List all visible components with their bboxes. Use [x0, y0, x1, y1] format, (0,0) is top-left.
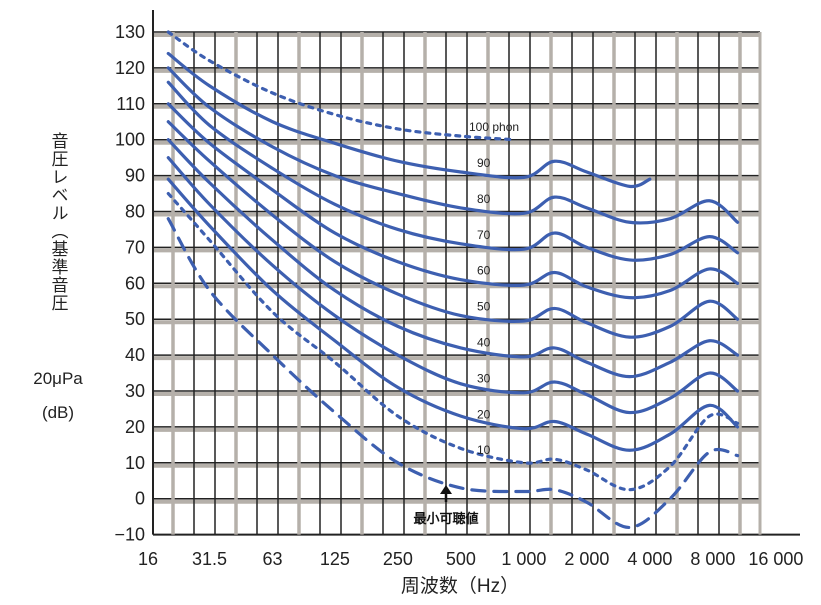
curve-30	[166, 156, 740, 415]
x-tick-label: 63	[263, 549, 283, 569]
y-tick-label: 60	[125, 273, 145, 293]
x-tick-label: 4 000	[627, 549, 672, 569]
y-tick-label: −10	[114, 525, 145, 545]
y-tick-label: 20	[125, 417, 145, 437]
curve-50	[166, 120, 740, 339]
curves	[166, 30, 740, 530]
arrow-up-icon	[440, 485, 452, 494]
curve-label: 80	[477, 192, 491, 206]
curve-threshold	[166, 217, 740, 530]
y-tick-label: 110	[116, 94, 145, 114]
y-tick-label: 120	[115, 58, 145, 78]
y-tick-label: 80	[125, 202, 145, 222]
y-tick-label: 50	[125, 309, 145, 329]
x-tick-label: 16	[138, 549, 158, 569]
y-tick-label: 40	[125, 345, 145, 365]
x-tick-label: 16 000	[748, 549, 803, 569]
grid	[152, 10, 800, 536]
y-tick-label: 10	[125, 453, 145, 473]
curve-20	[166, 177, 740, 452]
curve-80	[166, 66, 740, 225]
y-tick-label: 70	[125, 237, 145, 257]
curve-labels: 100 phon 90 80 70 60 50 40 30 20 10	[469, 120, 519, 457]
curve-label: 40	[477, 336, 491, 350]
y-axis-label-db: (dB)	[42, 403, 74, 422]
curve-label: 70	[477, 228, 491, 242]
curve-10	[166, 191, 740, 492]
curve-label: 30	[477, 371, 491, 385]
curve-40	[166, 138, 740, 379]
curve-label: 90	[477, 156, 491, 170]
x-tick-label: 125	[320, 549, 350, 569]
y-tick-label: 100	[115, 130, 145, 150]
curve-label: 60	[477, 264, 491, 278]
y-axis-label-unit: 20μPa	[33, 369, 83, 388]
curve-60	[166, 102, 740, 300]
y-tick-label: 90	[125, 166, 145, 186]
curve-label: 100 phon	[469, 120, 519, 134]
x-tick-label: 31.5	[192, 549, 227, 569]
curve-label: 50	[477, 300, 491, 314]
x-tick-label: 8 000	[690, 549, 735, 569]
threshold-annotation: 最小可聴値	[413, 485, 479, 526]
x-tick-label: 1 000	[501, 549, 546, 569]
curve-100-phon	[166, 30, 516, 142]
x-axis-label: 周波数（Hz）	[401, 575, 519, 597]
y-tick-label: 0	[135, 489, 145, 509]
curve-label: 10	[477, 443, 491, 457]
annotation-label: 最小可聴値	[413, 511, 478, 526]
y-tick-label: 130	[115, 22, 145, 42]
y-axis-label-vertical: 音圧レベル（基準音圧	[49, 132, 69, 312]
y-tick-label: 30	[125, 381, 145, 401]
curve-90	[166, 51, 652, 189]
x-tick-label: 250	[383, 549, 413, 569]
x-tick-label: 2 000	[564, 549, 609, 569]
x-tick-label: 500	[446, 549, 476, 569]
curve-label: 20	[477, 407, 491, 421]
curve-70	[166, 80, 740, 262]
